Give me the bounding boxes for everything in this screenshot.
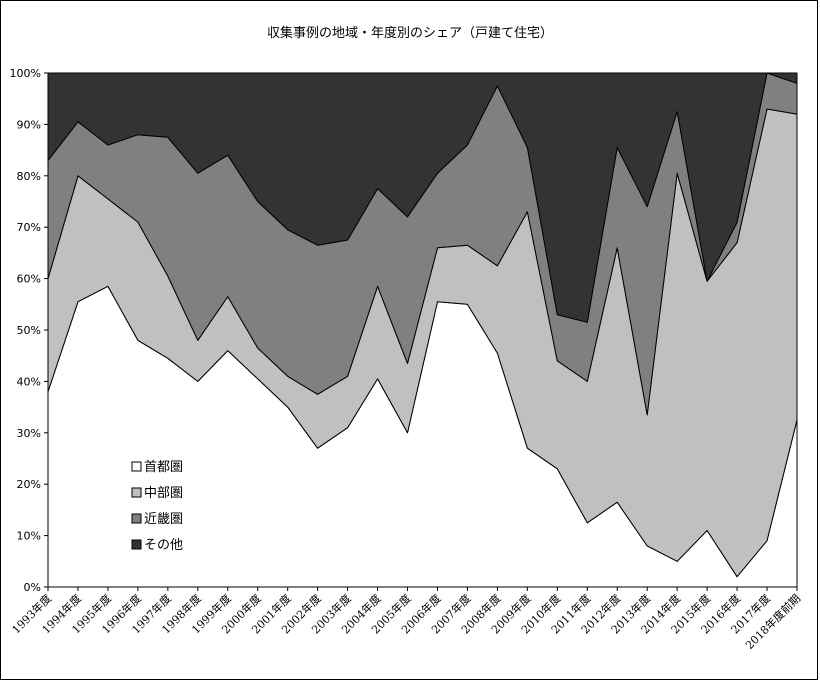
y-tick-label: 80% — [17, 170, 41, 183]
y-tick-label: 20% — [17, 478, 41, 491]
legend-swatch — [131, 461, 142, 472]
plot-areas — [47, 72, 798, 588]
y-tick-label: 70% — [17, 221, 41, 234]
legend-swatch — [131, 487, 142, 498]
y-tick-label: 40% — [17, 375, 41, 388]
y-tick-label: 0% — [24, 581, 41, 594]
x-axis-ticks: 1993年度1994年度1995年度1996年度1997年度1998年度1999… — [9, 587, 803, 652]
y-tick-label: 30% — [17, 427, 41, 440]
legend-label: その他 — [144, 538, 183, 553]
legend-swatch — [131, 539, 142, 550]
legend-swatch — [131, 513, 142, 524]
series-area-3 — [47, 72, 798, 323]
y-tick-label: 10% — [17, 530, 41, 543]
chart-title: 収集事例の地域・年度別のシェア（戸建て住宅） — [266, 26, 553, 41]
legend-label: 首都圏 — [144, 460, 183, 475]
y-axis-ticks: 0% 10% 20% 30% 40% 50% 60% 70% 80% 90% 100% — [10, 67, 48, 594]
y-tick-label: 50% — [17, 324, 41, 337]
y-tick-label: 90% — [17, 118, 41, 131]
y-tick-label: 60% — [17, 273, 41, 286]
y-tick-label: 100% — [10, 67, 41, 80]
legend-label: 中部圏 — [144, 486, 183, 501]
legend-label: 近畿圏 — [144, 512, 183, 527]
